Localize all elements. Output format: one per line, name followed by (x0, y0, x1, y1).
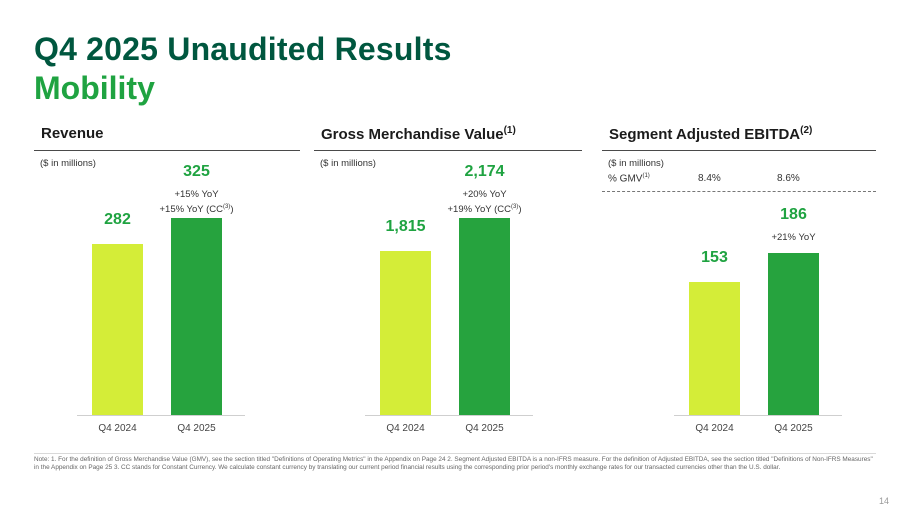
pct-gmv-label: % GMV(1) (608, 173, 650, 185)
x-tick-q4-2024: Q4 2024 (98, 423, 137, 434)
bar-q4-2025 (768, 253, 819, 415)
units-label: ($ in millions) (40, 158, 96, 169)
footnote-divider (34, 453, 876, 454)
page-title: Q4 2025 Unaudited Results (34, 31, 452, 67)
x-tick-q4-2024: Q4 2024 (695, 423, 734, 434)
panel-title-gmv: Gross Merchandise Value(1) (321, 125, 516, 143)
x-tick-q4-2025: Q4 2025 (177, 423, 216, 434)
panel-divider (314, 150, 582, 151)
gmv-panel: Gross Merchandise Value(1) ($ in million… (314, 120, 582, 445)
prior-value-label: 282 (104, 211, 131, 228)
page-subtitle: Mobility (34, 70, 155, 106)
prior-value-label: 1,815 (385, 218, 426, 235)
page-number: 14 (878, 496, 889, 506)
footnote: Note: 1. For the definition of Gross Mer… (34, 456, 873, 472)
bar-q4-2024 (380, 251, 431, 415)
x-tick-q4-2025: Q4 2025 (774, 423, 813, 434)
dashed-divider (602, 191, 876, 192)
bar-q4-2025 (459, 218, 510, 415)
bar-q4-2024 (689, 282, 740, 415)
x-axis-line (77, 415, 245, 416)
pct-gmv-prior: 8.4% (698, 173, 721, 184)
current-value-label: 325 (183, 163, 210, 180)
panel-divider (602, 150, 876, 151)
x-axis-line (674, 415, 842, 416)
ebitda-panel: Segment Adjusted EBITDA(2) ($ in million… (602, 120, 876, 445)
panel-title-revenue: Revenue (41, 125, 104, 142)
bar-q4-2024 (92, 244, 143, 415)
yoy-growth-label: +21% YoY (771, 232, 816, 243)
pct-gmv-current: 8.6% (777, 173, 800, 184)
x-axis-line (365, 415, 533, 416)
revenue-panel: Revenue ($ in millions) 282 325 +15% YoY… (34, 120, 300, 445)
yoy-growth-label: +15% YoY +15% YoY (CC(3)) (159, 189, 234, 216)
x-tick-q4-2024: Q4 2024 (386, 423, 425, 434)
panel-title-ebitda: Segment Adjusted EBITDA(2) (609, 125, 813, 143)
units-label: ($ in millions) (320, 158, 376, 169)
panel-divider (34, 150, 300, 151)
current-value-label: 2,174 (464, 163, 505, 180)
bar-q4-2025 (171, 218, 222, 415)
x-tick-q4-2025: Q4 2025 (465, 423, 504, 434)
current-value-label: 186 (780, 206, 807, 223)
prior-value-label: 153 (701, 249, 728, 266)
units-label: ($ in millions) (608, 158, 664, 169)
yoy-growth-label: +20% YoY +19% YoY (CC(3)) (447, 189, 522, 216)
